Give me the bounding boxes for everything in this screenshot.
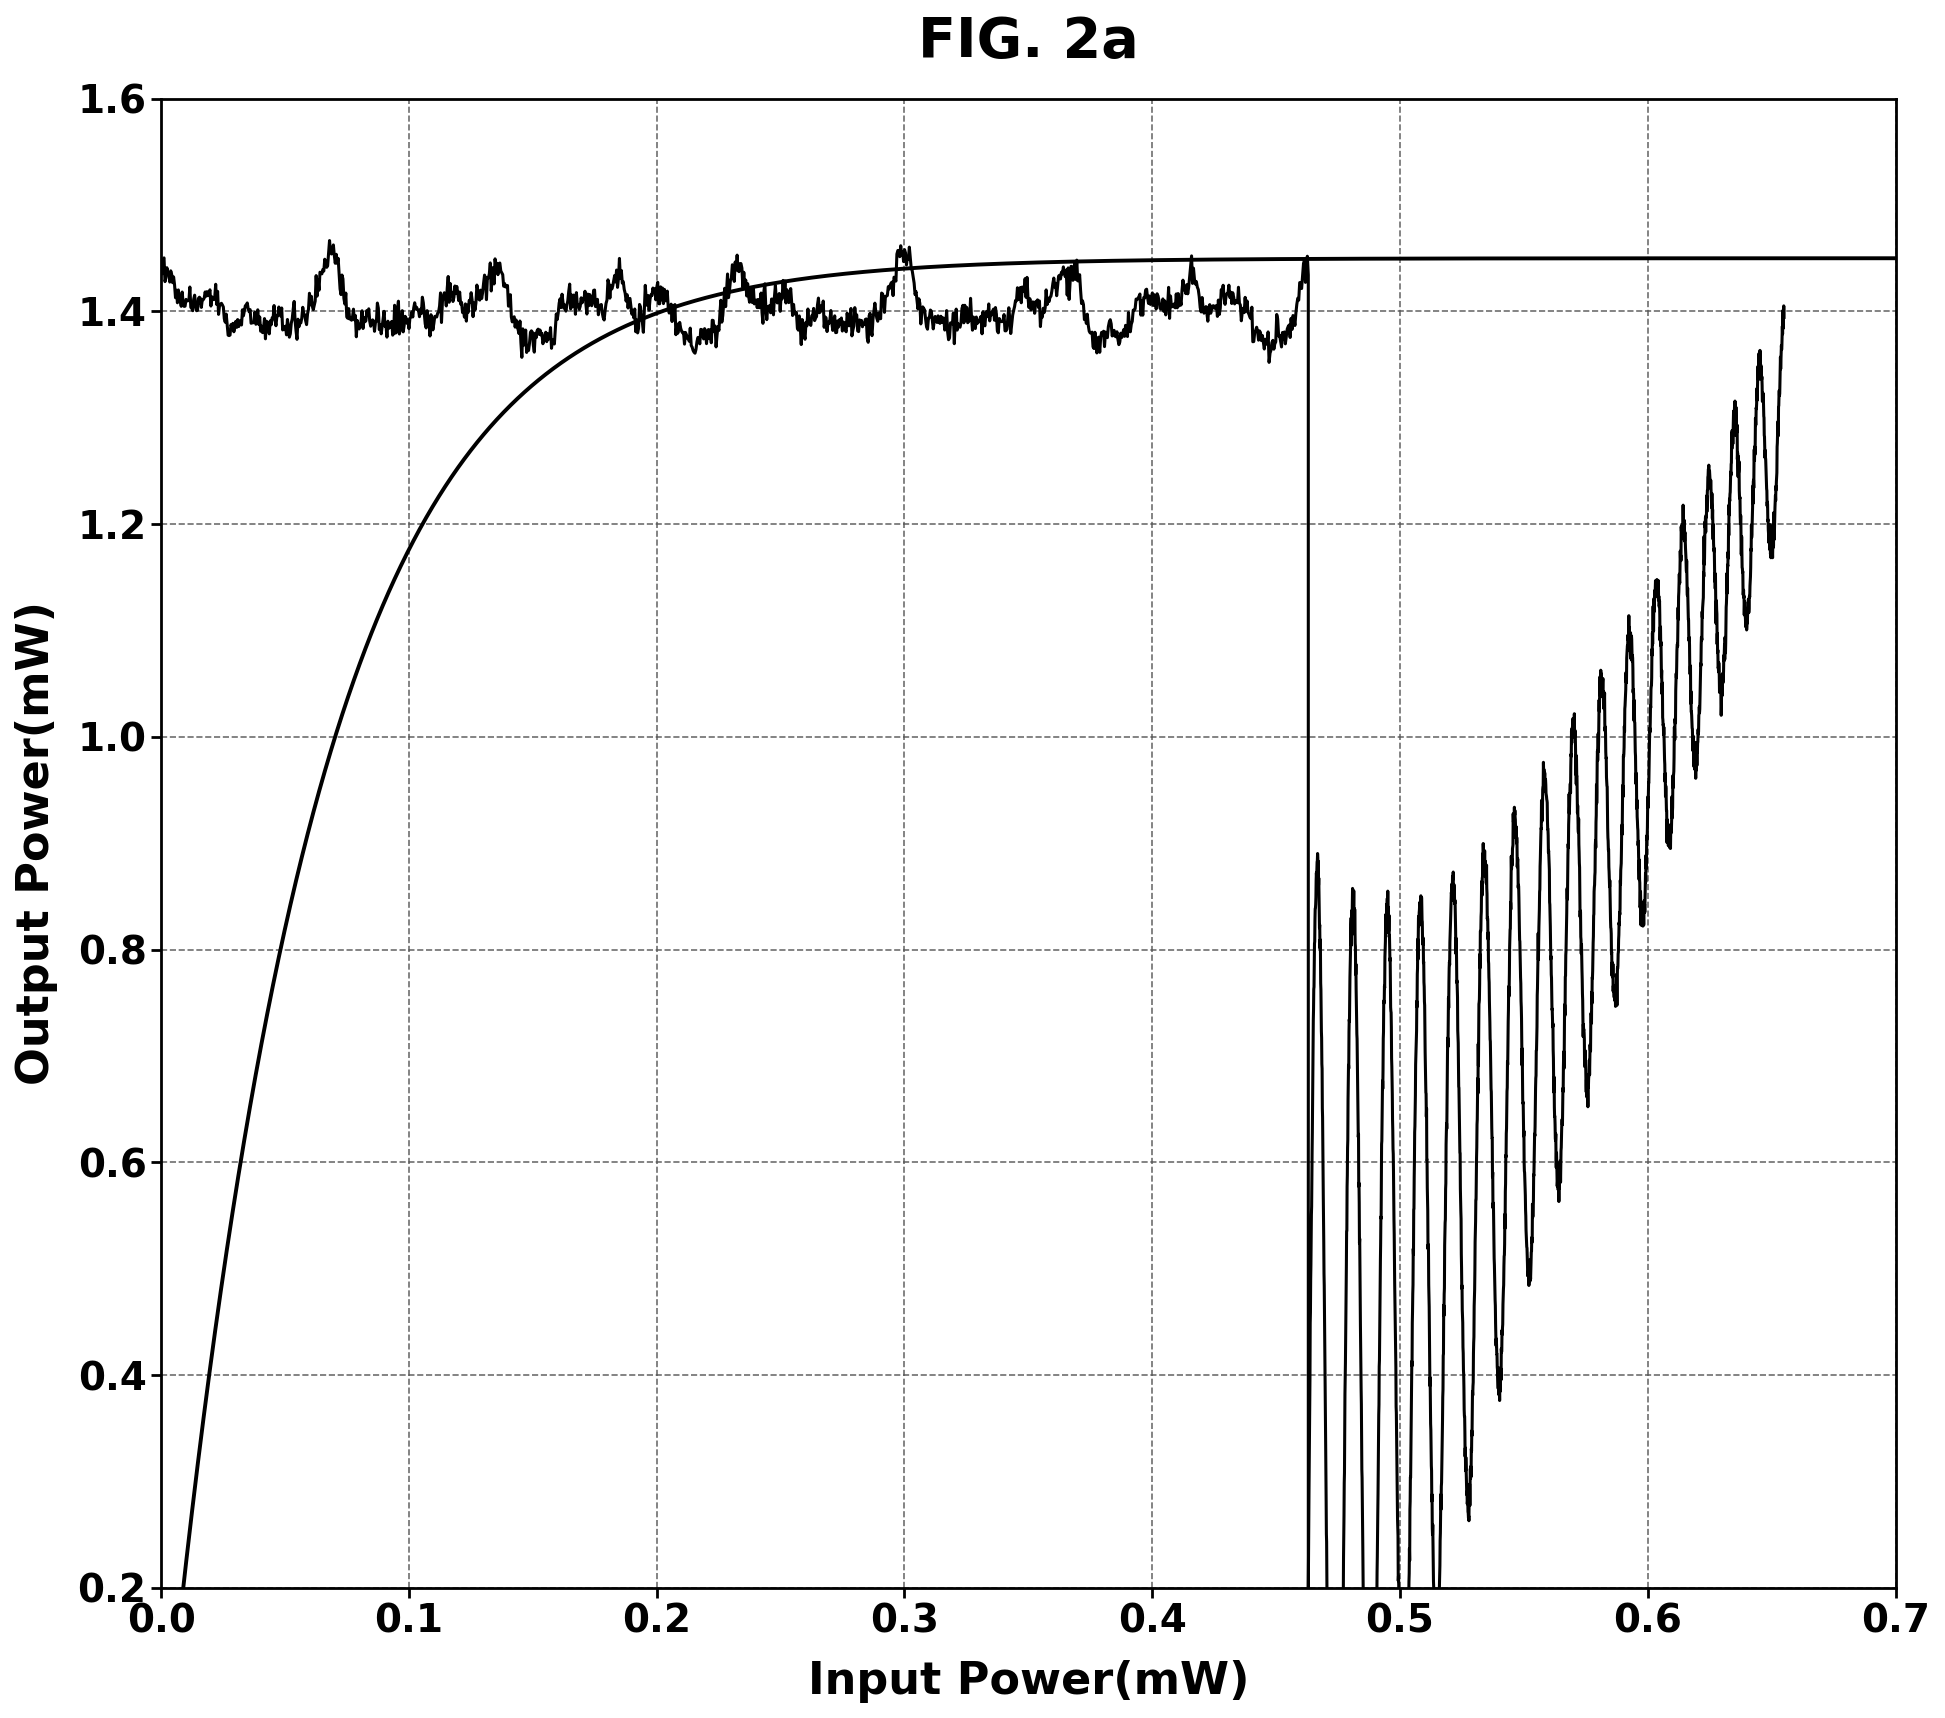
X-axis label: Input Power(mW): Input Power(mW) <box>807 1660 1249 1703</box>
Title: FIG. 2a: FIG. 2a <box>918 15 1138 69</box>
Y-axis label: Output Power(mW): Output Power(mW) <box>16 601 58 1086</box>
